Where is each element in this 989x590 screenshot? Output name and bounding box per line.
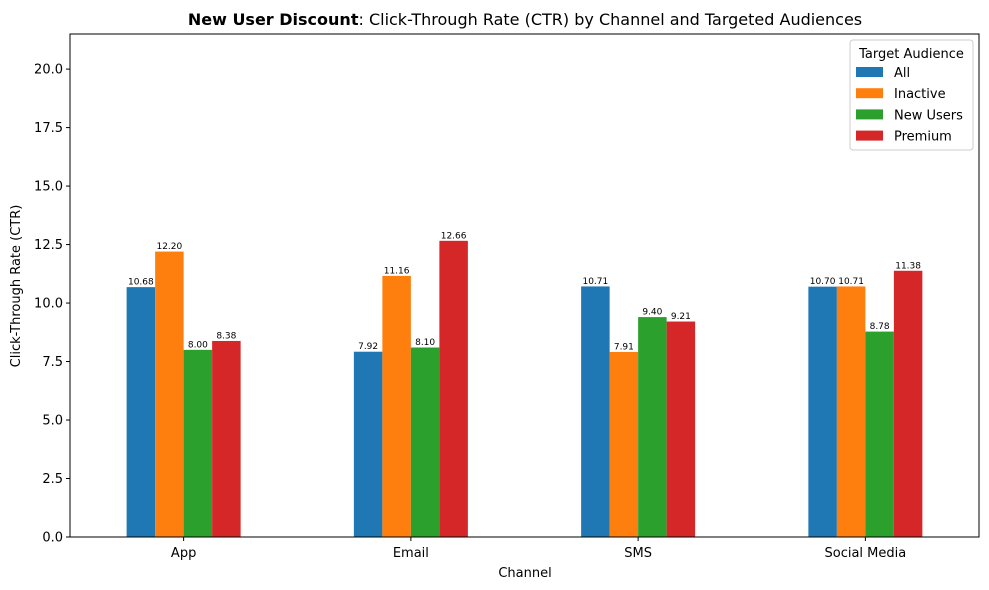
bar-premium — [212, 340, 241, 537]
data-label: 8.10 — [415, 338, 435, 348]
data-label: 11.16 — [384, 266, 410, 276]
bar-new-users — [410, 347, 440, 537]
legend-label: Inactive — [894, 87, 946, 102]
x-tick-label: Email — [393, 546, 429, 561]
data-label: 10.68 — [128, 278, 154, 288]
legend-title: Target Audience — [858, 47, 964, 62]
data-label: 7.92 — [358, 342, 378, 352]
bar-inactive — [836, 286, 866, 537]
legend-swatch-all — [856, 67, 883, 77]
legend-swatch-premium — [856, 130, 883, 141]
data-label: 12.20 — [156, 242, 182, 252]
data-label: 12.66 — [441, 231, 467, 241]
plot-frame — [69, 33, 980, 538]
bar-all — [353, 351, 383, 537]
data-label: 8.00 — [188, 340, 208, 350]
bar-premium — [439, 240, 468, 537]
plot-area: 0.0 2.5 5.0 7.5 10.0 12.5 15.0 17.5 20.0 10.68 12.… — [34, 33, 980, 561]
x-tick-label: App — [171, 546, 196, 561]
data-label: 8.78 — [870, 322, 890, 332]
data-label: 8.38 — [216, 331, 236, 341]
bar-inactive — [155, 251, 184, 537]
data-label: 10.71 — [838, 277, 864, 287]
bar-all — [581, 286, 610, 537]
y-tick-label: 10.0 — [34, 297, 63, 312]
y-tick-label: 2.5 — [42, 472, 63, 487]
y-tick-label: 5.0 — [42, 414, 63, 429]
y-tick-label: 17.5 — [34, 121, 63, 136]
bar-new-users — [865, 331, 894, 537]
bar-premium — [666, 321, 696, 537]
chart-title-bold: New User Discount — [188, 10, 359, 29]
legend-label: New Users — [894, 108, 963, 123]
bar-all — [808, 286, 837, 537]
data-label: 10.70 — [810, 277, 836, 287]
bar-new-users — [183, 349, 213, 537]
bar-new-users — [638, 317, 667, 537]
x-tick-label: Social Media — [825, 546, 907, 561]
chart-title-rest: : Click-Through Rate (CTR) by Channel an… — [358, 10, 862, 29]
y-tick-label: 20.0 — [34, 63, 63, 78]
data-label: 9.21 — [671, 312, 691, 322]
y-tick-label: 7.5 — [42, 355, 63, 370]
legend-label: All — [894, 66, 910, 81]
bar-inactive — [609, 351, 639, 537]
bar-premium — [893, 270, 923, 537]
y-tick-label: 0.0 — [42, 531, 63, 546]
y-axis-label: Click-Through Rate (CTR) — [9, 205, 24, 368]
legend-swatch-new-users — [856, 109, 883, 120]
y-tick-label: 15.0 — [34, 180, 63, 195]
bar-inactive — [382, 275, 411, 537]
legend-label: Premium — [894, 130, 952, 145]
data-label: 7.91 — [614, 342, 634, 352]
data-label: 10.71 — [582, 277, 608, 287]
data-label: 11.38 — [895, 261, 921, 271]
y-tick-label: 12.5 — [34, 238, 63, 253]
x-axis-label: Channel — [498, 566, 551, 581]
x-tick-label: SMS — [624, 546, 652, 561]
data-label: 9.40 — [642, 308, 662, 318]
legend-swatch-inactive — [856, 88, 883, 99]
chart-title: New User Discount: Click-Through Rate (C… — [188, 10, 862, 29]
bar-all — [126, 287, 156, 537]
